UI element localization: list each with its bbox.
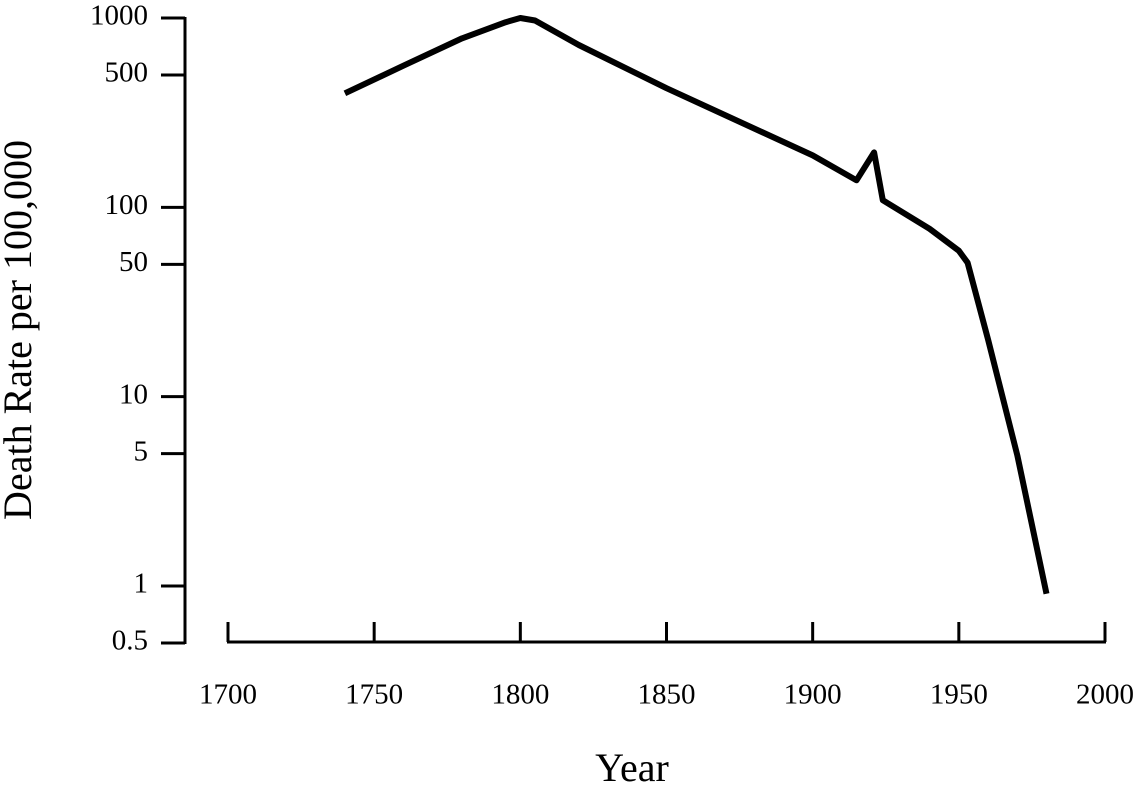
x-tick-label: 2000 bbox=[1076, 679, 1134, 711]
y-tick-label: 10 bbox=[119, 378, 148, 410]
y-axis-title: Death Rate per 100,000 bbox=[0, 140, 40, 520]
x-tick-label: 1800 bbox=[491, 679, 549, 711]
data-line bbox=[343, 15, 1050, 595]
y-tick-label: 100 bbox=[105, 189, 149, 221]
y-tick-label: 500 bbox=[105, 57, 149, 89]
x-tick-label: 1950 bbox=[930, 679, 988, 711]
y-tick-label: 1 bbox=[134, 568, 149, 600]
x-tick-label: 1750 bbox=[345, 679, 403, 711]
x-axis-title: Year bbox=[595, 745, 669, 790]
y-tick-label: 0.5 bbox=[112, 625, 148, 657]
x-tick-label: 1900 bbox=[784, 679, 842, 711]
x-tick-label: 1700 bbox=[199, 679, 257, 711]
x-tick-label: 1850 bbox=[638, 679, 696, 711]
y-tick-label: 1000 bbox=[90, 0, 148, 32]
y-tick-label: 50 bbox=[119, 246, 148, 278]
y-tick-label: 5 bbox=[134, 435, 149, 467]
